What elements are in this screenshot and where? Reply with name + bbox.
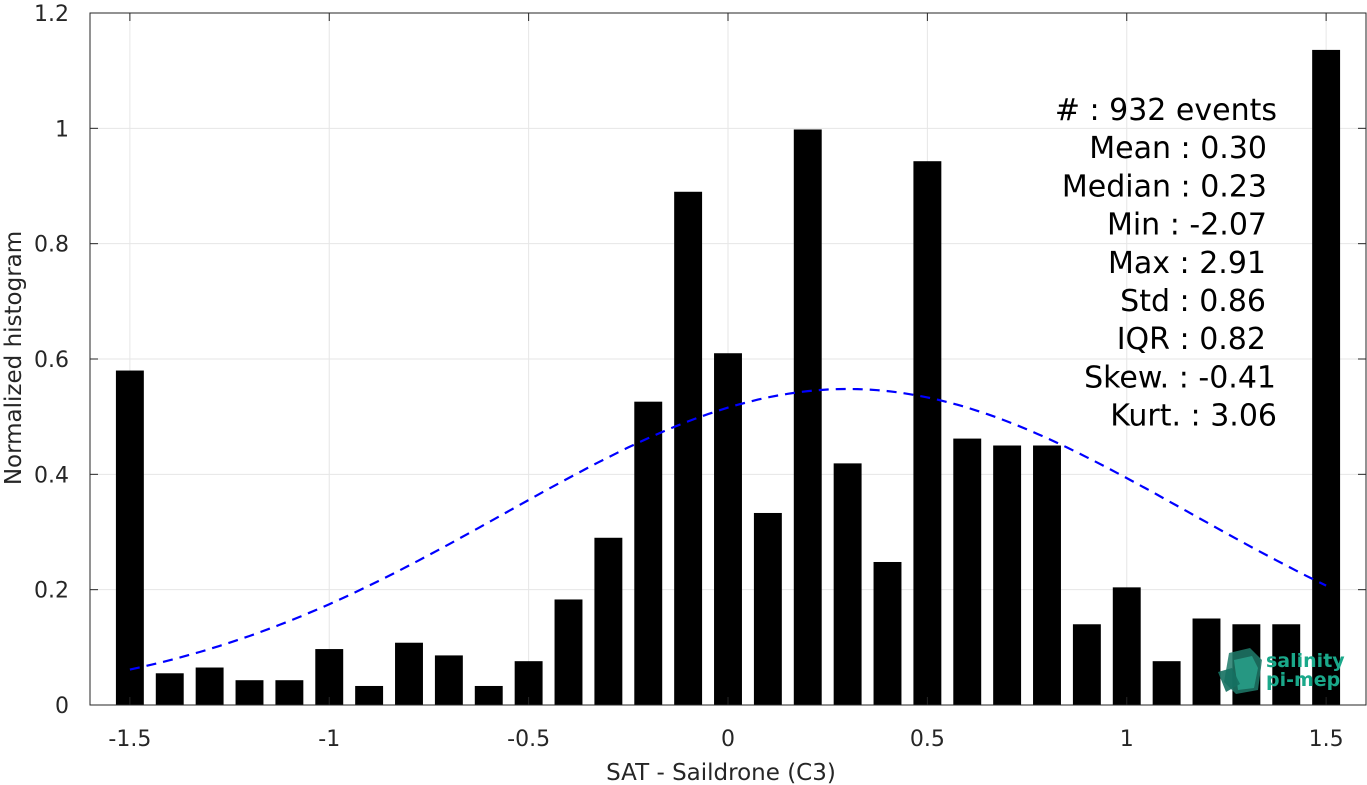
salinity-pimep-logo: salinity pi-mep [1218, 648, 1345, 694]
y-tick-label: 1 [55, 117, 69, 142]
histogram-bar [1192, 618, 1221, 705]
histogram-bar [1272, 624, 1301, 705]
histogram-bar [195, 667, 224, 705]
histogram-bar [1152, 661, 1181, 705]
x-tick-label: -0.5 [507, 727, 550, 752]
y-tick-label: 0.4 [34, 463, 69, 488]
gaussian-fit-curve [129, 387, 1327, 671]
stat-line: Max : 2.91 [1108, 246, 1266, 281]
x-tick-label: -1.5 [108, 727, 151, 752]
histogram-bar [235, 680, 264, 705]
y-tick-label: 0 [55, 694, 69, 719]
histogram-bar [474, 685, 503, 705]
fit-curve-line [129, 387, 1327, 671]
histogram-bar [953, 438, 982, 705]
histogram-bar [275, 680, 304, 705]
histogram-bar [434, 655, 463, 705]
histogram-bar [993, 445, 1022, 705]
stat-line: Kurt. : 3.06 [1110, 399, 1277, 434]
stat-line: Min : -2.07 [1107, 208, 1267, 243]
histogram-bar [634, 401, 663, 705]
stat-line: Std : 0.86 [1120, 284, 1266, 319]
histogram-bar [833, 463, 862, 705]
x-tick-label: 1.5 [1309, 727, 1344, 752]
x-tick-label: 0.5 [910, 727, 945, 752]
logo-text-line2: pi-mep [1266, 669, 1340, 691]
x-axis-label: SAT - Saildrone (C3) [606, 760, 836, 785]
histogram-bar [1072, 624, 1101, 705]
histogram-bar [674, 191, 703, 705]
y-tick-label: 0.8 [34, 233, 69, 258]
histogram-bar [913, 161, 942, 705]
histogram-bar [155, 673, 184, 705]
y-tick-label: 1.2 [34, 2, 69, 27]
logo-mark-icon [1218, 648, 1262, 694]
histogram-bar [1033, 445, 1061, 705]
histogram-bar [355, 685, 384, 705]
histogram-bars [115, 49, 1341, 705]
stat-line: # : 932 events [1055, 93, 1277, 128]
x-tick-label: 0 [721, 727, 735, 752]
stat-line: Median : 0.23 [1062, 169, 1267, 204]
y-axis-label: Normalized histogram [1, 231, 27, 485]
histogram-bar [793, 129, 822, 705]
histogram-bar [554, 599, 583, 705]
histogram-bar [714, 353, 742, 705]
stat-line: Mean : 0.30 [1089, 131, 1267, 166]
x-tick-label: 1 [1120, 727, 1134, 752]
logo-text-line1: salinity [1266, 650, 1345, 672]
histogram-bar [594, 537, 623, 705]
histogram-bar [1312, 49, 1341, 705]
histogram-bar [395, 642, 423, 705]
histogram-bar [753, 512, 782, 705]
stat-line: Skew. : -0.41 [1084, 360, 1276, 395]
histogram-bar [1112, 587, 1141, 705]
x-tick-label: -1 [318, 727, 340, 752]
histogram-bar [873, 561, 902, 705]
y-tick-label: 0.2 [34, 579, 69, 604]
stat-line: IQR : 0.82 [1117, 322, 1266, 357]
histogram-bar [115, 370, 144, 705]
histogram-bar [315, 649, 344, 705]
axis-ticks: -1.5 -1 -0.5 0 0.5 1 1.5 0 0.2 0.4 0.6 0.8 1 1.2 [34, 2, 1366, 752]
y-tick-label: 0.6 [34, 348, 69, 373]
